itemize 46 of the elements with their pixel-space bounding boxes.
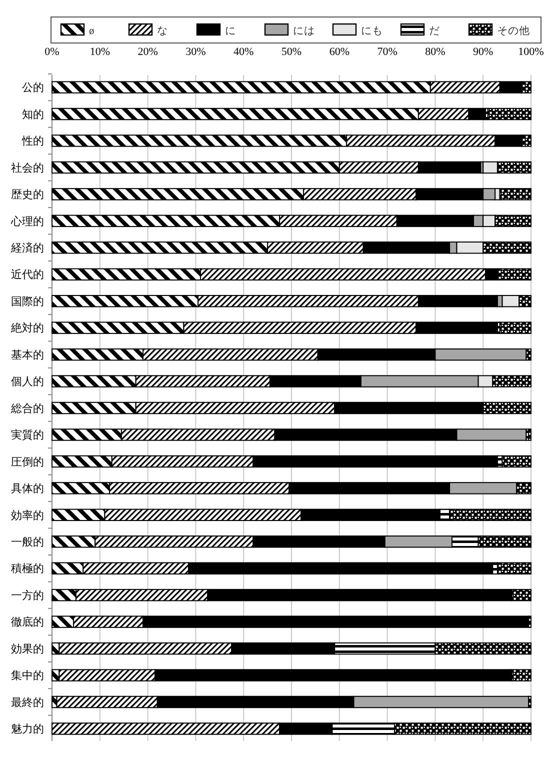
y-tick-label: 効果的 xyxy=(11,642,44,656)
y-tick-label: 基本的 xyxy=(11,348,44,362)
y-tick-label: 具体的 xyxy=(11,483,44,496)
y-tick-label: 国際的 xyxy=(11,296,44,308)
legend-label: な xyxy=(157,25,168,37)
x-tick-label: 0% xyxy=(44,46,60,58)
y-tick-label: 心理的 xyxy=(10,214,44,228)
y-tick-label: 実質的 xyxy=(11,428,44,442)
legend-label: ø xyxy=(89,26,94,37)
bar xyxy=(499,322,532,334)
y-tick-label: 効率的 xyxy=(11,508,44,522)
y-tick-label: 徹底的 xyxy=(11,616,44,629)
y-tick-label: 知的 xyxy=(22,108,44,121)
x-tick-label: 70% xyxy=(377,46,398,58)
x-tick-label: 60% xyxy=(329,46,350,58)
y-tick-label: 経済的 xyxy=(10,241,44,254)
bar xyxy=(487,108,532,120)
y-tick-label: 積極的 xyxy=(11,563,44,576)
legend-label: だ xyxy=(429,25,440,37)
x-tick-label: 100% xyxy=(518,46,544,58)
legend-label: その他 xyxy=(497,25,530,37)
y-tick-label: 個人的 xyxy=(11,376,44,388)
y-tick-label: 総合的 xyxy=(10,402,44,415)
y-tick-label: 絶対的 xyxy=(10,322,44,335)
x-tick-label: 30% xyxy=(186,46,206,58)
legend-label: に xyxy=(225,26,236,37)
x-tick-label: 80% xyxy=(425,46,446,58)
y-tick-label: 公的 xyxy=(22,82,44,94)
bar xyxy=(528,428,532,441)
y-tick-label: 圧倒的 xyxy=(11,456,44,468)
y-tick-label: 歴史的 xyxy=(11,188,44,202)
y-tick-label: 性的 xyxy=(21,136,44,148)
y-tick-label: 一方的 xyxy=(11,588,44,602)
y-tick-label: 近代的 xyxy=(11,268,44,282)
x-tick-label: 90% xyxy=(473,46,494,58)
y-tick-label: 魅力的 xyxy=(11,722,44,736)
x-tick-label: 20% xyxy=(138,46,158,58)
y-tick-label: 集中的 xyxy=(11,669,44,682)
y-tick-label: 一般的 xyxy=(11,536,44,548)
legend-label: には xyxy=(293,26,315,37)
x-tick-label: 10% xyxy=(90,46,110,58)
y-tick-label: 最終的 xyxy=(11,696,44,709)
x-tick-label: 40% xyxy=(234,46,254,58)
legend-label: にも xyxy=(361,25,383,37)
y-tick-label: 社会的 xyxy=(11,161,44,174)
x-tick-label: 50% xyxy=(281,46,302,58)
